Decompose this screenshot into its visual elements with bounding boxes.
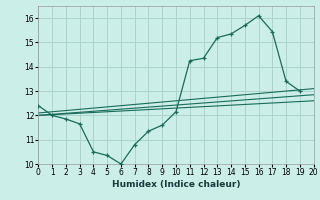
X-axis label: Humidex (Indice chaleur): Humidex (Indice chaleur) [112,180,240,189]
